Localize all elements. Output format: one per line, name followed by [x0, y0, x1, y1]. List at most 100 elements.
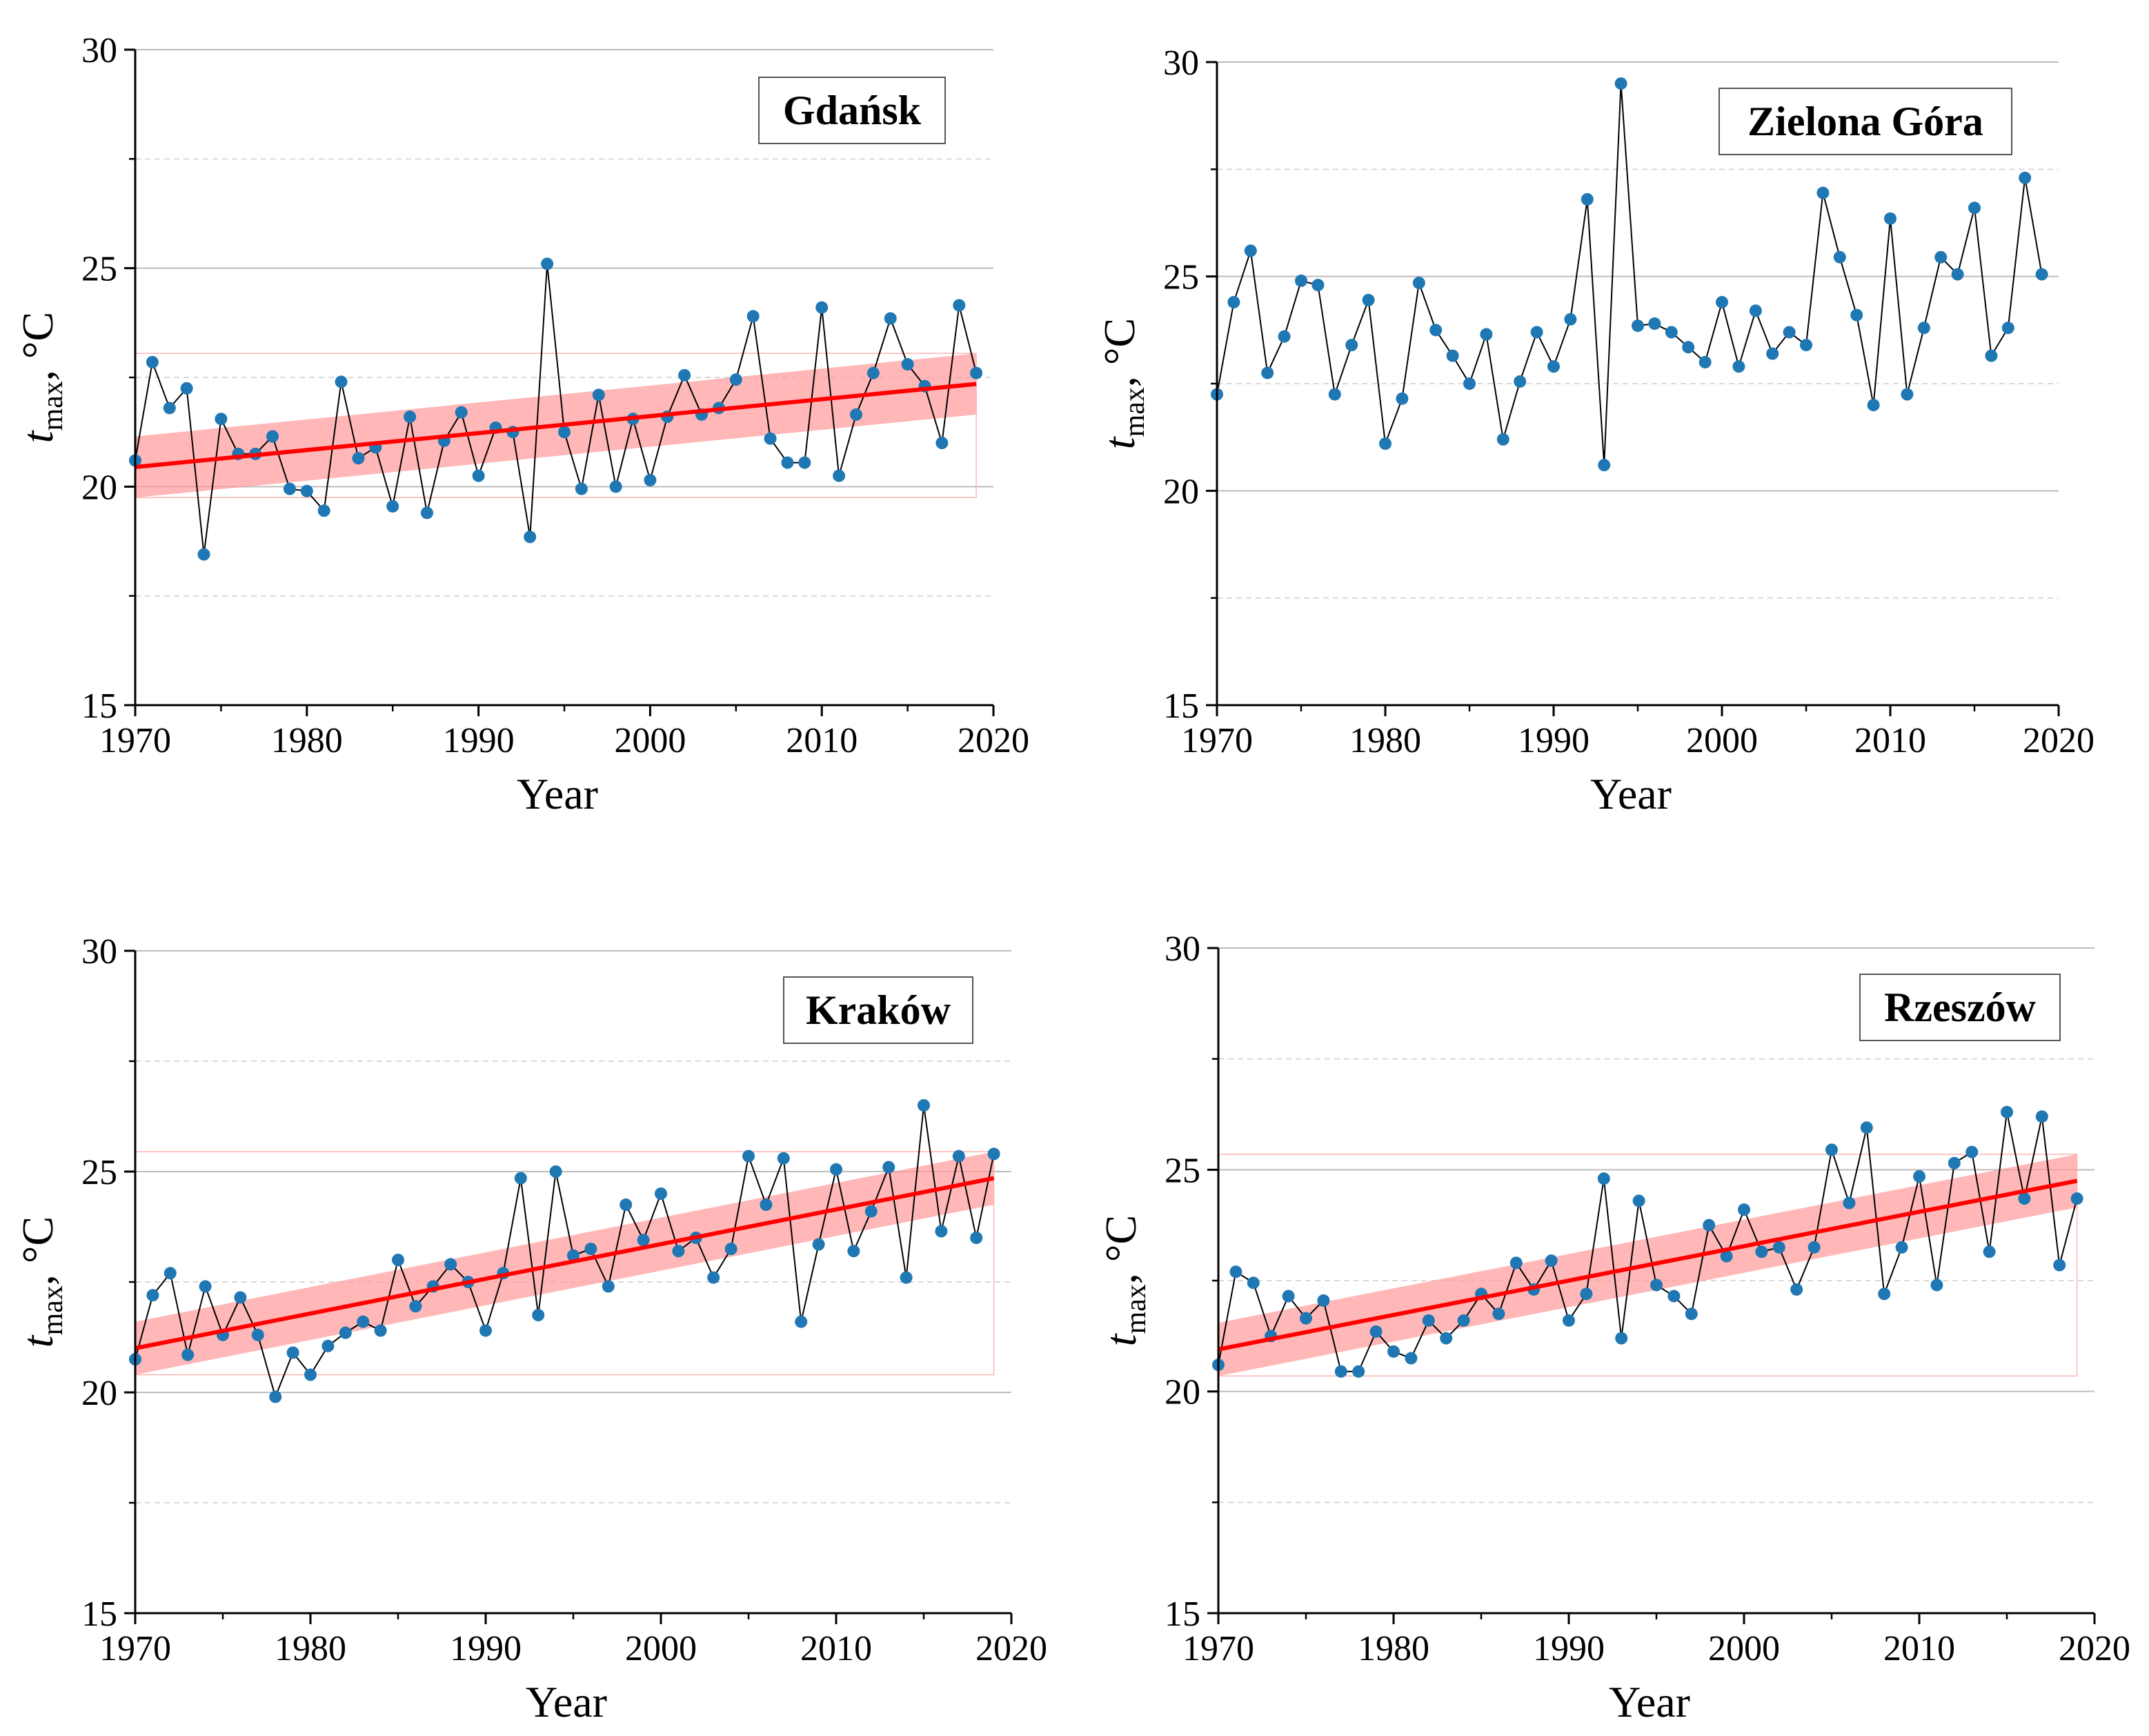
data-point — [304, 1368, 317, 1381]
data-point — [1530, 326, 1543, 339]
data-point — [567, 1249, 580, 1262]
y-tick-label: 15 — [1163, 687, 1199, 726]
data-point — [1387, 1345, 1400, 1358]
data-point — [1311, 279, 1325, 292]
data-point — [146, 1289, 159, 1302]
data-point — [1732, 360, 1745, 373]
data-point — [2019, 171, 2032, 184]
data-point — [558, 426, 571, 439]
data-point — [1581, 193, 1594, 206]
data-point — [472, 469, 485, 482]
x-axis-label: Year — [526, 1677, 607, 1726]
y-label-var: t — [1096, 1332, 1145, 1346]
y-axis-label: tmax, °C — [1095, 318, 1151, 449]
data-point — [1738, 1203, 1750, 1216]
data-point — [1878, 1288, 1891, 1301]
data-point — [609, 480, 622, 493]
y-label-var: t — [13, 429, 62, 443]
series-line — [135, 1105, 995, 1399]
data-point — [1244, 244, 1257, 257]
data-point — [1850, 308, 1863, 322]
x-tick-label: 2020 — [976, 1629, 1047, 1668]
data-point — [918, 1099, 930, 1112]
x-tick-label: 2000 — [625, 1629, 697, 1668]
x-tick-label: 1980 — [271, 721, 343, 760]
data-point — [339, 1326, 352, 1339]
data-point — [1808, 1241, 1821, 1254]
data-point — [953, 299, 966, 312]
data-point — [584, 1243, 597, 1255]
x-tick-label: 2010 — [786, 721, 858, 760]
data-point — [1867, 399, 1880, 412]
data-point — [1749, 304, 1762, 317]
data-point — [1632, 1194, 1645, 1207]
x-tick-label: 2010 — [800, 1629, 872, 1668]
data-point — [935, 1225, 948, 1238]
data-point — [900, 1271, 913, 1284]
data-point — [1913, 1170, 1925, 1183]
data-point — [1650, 1279, 1663, 1292]
data-point — [1369, 1325, 1383, 1338]
data-point — [795, 1315, 808, 1328]
x-tick-label: 2000 — [1686, 721, 1758, 760]
y-label-sub: max — [1119, 387, 1151, 437]
data-point — [1895, 1241, 1908, 1254]
series-line — [135, 264, 978, 555]
data-point — [830, 1163, 842, 1176]
data-point — [374, 1324, 387, 1337]
y-axis-label: tmax, °C — [13, 1216, 69, 1348]
chart-panel-1: 15 20 25 30 1970 1980 1990 2000 2010 2020 Year tmax… — [1095, 43, 2094, 818]
data-point — [234, 1291, 247, 1304]
data-point — [1667, 1290, 1681, 1303]
data-point — [514, 1172, 527, 1185]
data-point — [1766, 347, 1779, 360]
data-point — [549, 1165, 562, 1178]
data-point — [404, 411, 417, 423]
data-point — [764, 432, 777, 445]
y-label-var: t — [13, 1334, 62, 1348]
data-point — [1790, 1283, 1803, 1296]
x-tick-label: 2010 — [1883, 1629, 1955, 1668]
data-point — [833, 469, 846, 482]
data-point — [620, 1199, 633, 1211]
data-point — [1825, 1143, 1838, 1156]
x-axis-label: Year — [1609, 1677, 1690, 1726]
data-point — [884, 312, 897, 325]
data-point — [455, 406, 468, 419]
x-tick-label: 2000 — [1708, 1629, 1780, 1668]
data-point — [479, 1324, 492, 1337]
data-point — [1405, 1352, 1418, 1365]
data-point — [1598, 459, 1611, 472]
y-tick-label: 30 — [1165, 929, 1200, 969]
x-tick-label: 1980 — [275, 1629, 346, 1668]
series-line — [1218, 1112, 2078, 1372]
data-point — [1985, 349, 1998, 362]
x-axis-label: Year — [517, 769, 598, 818]
data-point — [286, 1346, 299, 1359]
data-point — [1783, 326, 1796, 339]
data-point — [300, 484, 313, 497]
y-tick-label: 20 — [1165, 1373, 1200, 1412]
data-point — [1261, 366, 1274, 379]
x-tick-label: 2010 — [1854, 721, 1926, 760]
data-point — [197, 548, 210, 561]
data-point — [1901, 388, 1914, 401]
y-label-unit: , °C — [13, 1216, 62, 1285]
trend-line — [1218, 1178, 2078, 1352]
data-point — [409, 1300, 422, 1313]
y-axis-label: tmax, °C — [13, 312, 69, 443]
data-point — [269, 1390, 282, 1403]
x-tick-label: 2020 — [2023, 721, 2094, 760]
data-point — [146, 355, 159, 368]
data-point — [760, 1199, 773, 1211]
data-point — [2018, 1192, 2031, 1205]
data-point — [321, 1339, 335, 1352]
data-point — [602, 1280, 615, 1293]
data-point — [1703, 1219, 1716, 1232]
x-tick-label: 1970 — [1182, 1629, 1254, 1668]
data-point — [575, 482, 588, 495]
y-tick-label: 15 — [1165, 1595, 1200, 1634]
data-point — [1345, 339, 1358, 352]
data-point — [1282, 1290, 1295, 1303]
data-point — [386, 500, 399, 513]
